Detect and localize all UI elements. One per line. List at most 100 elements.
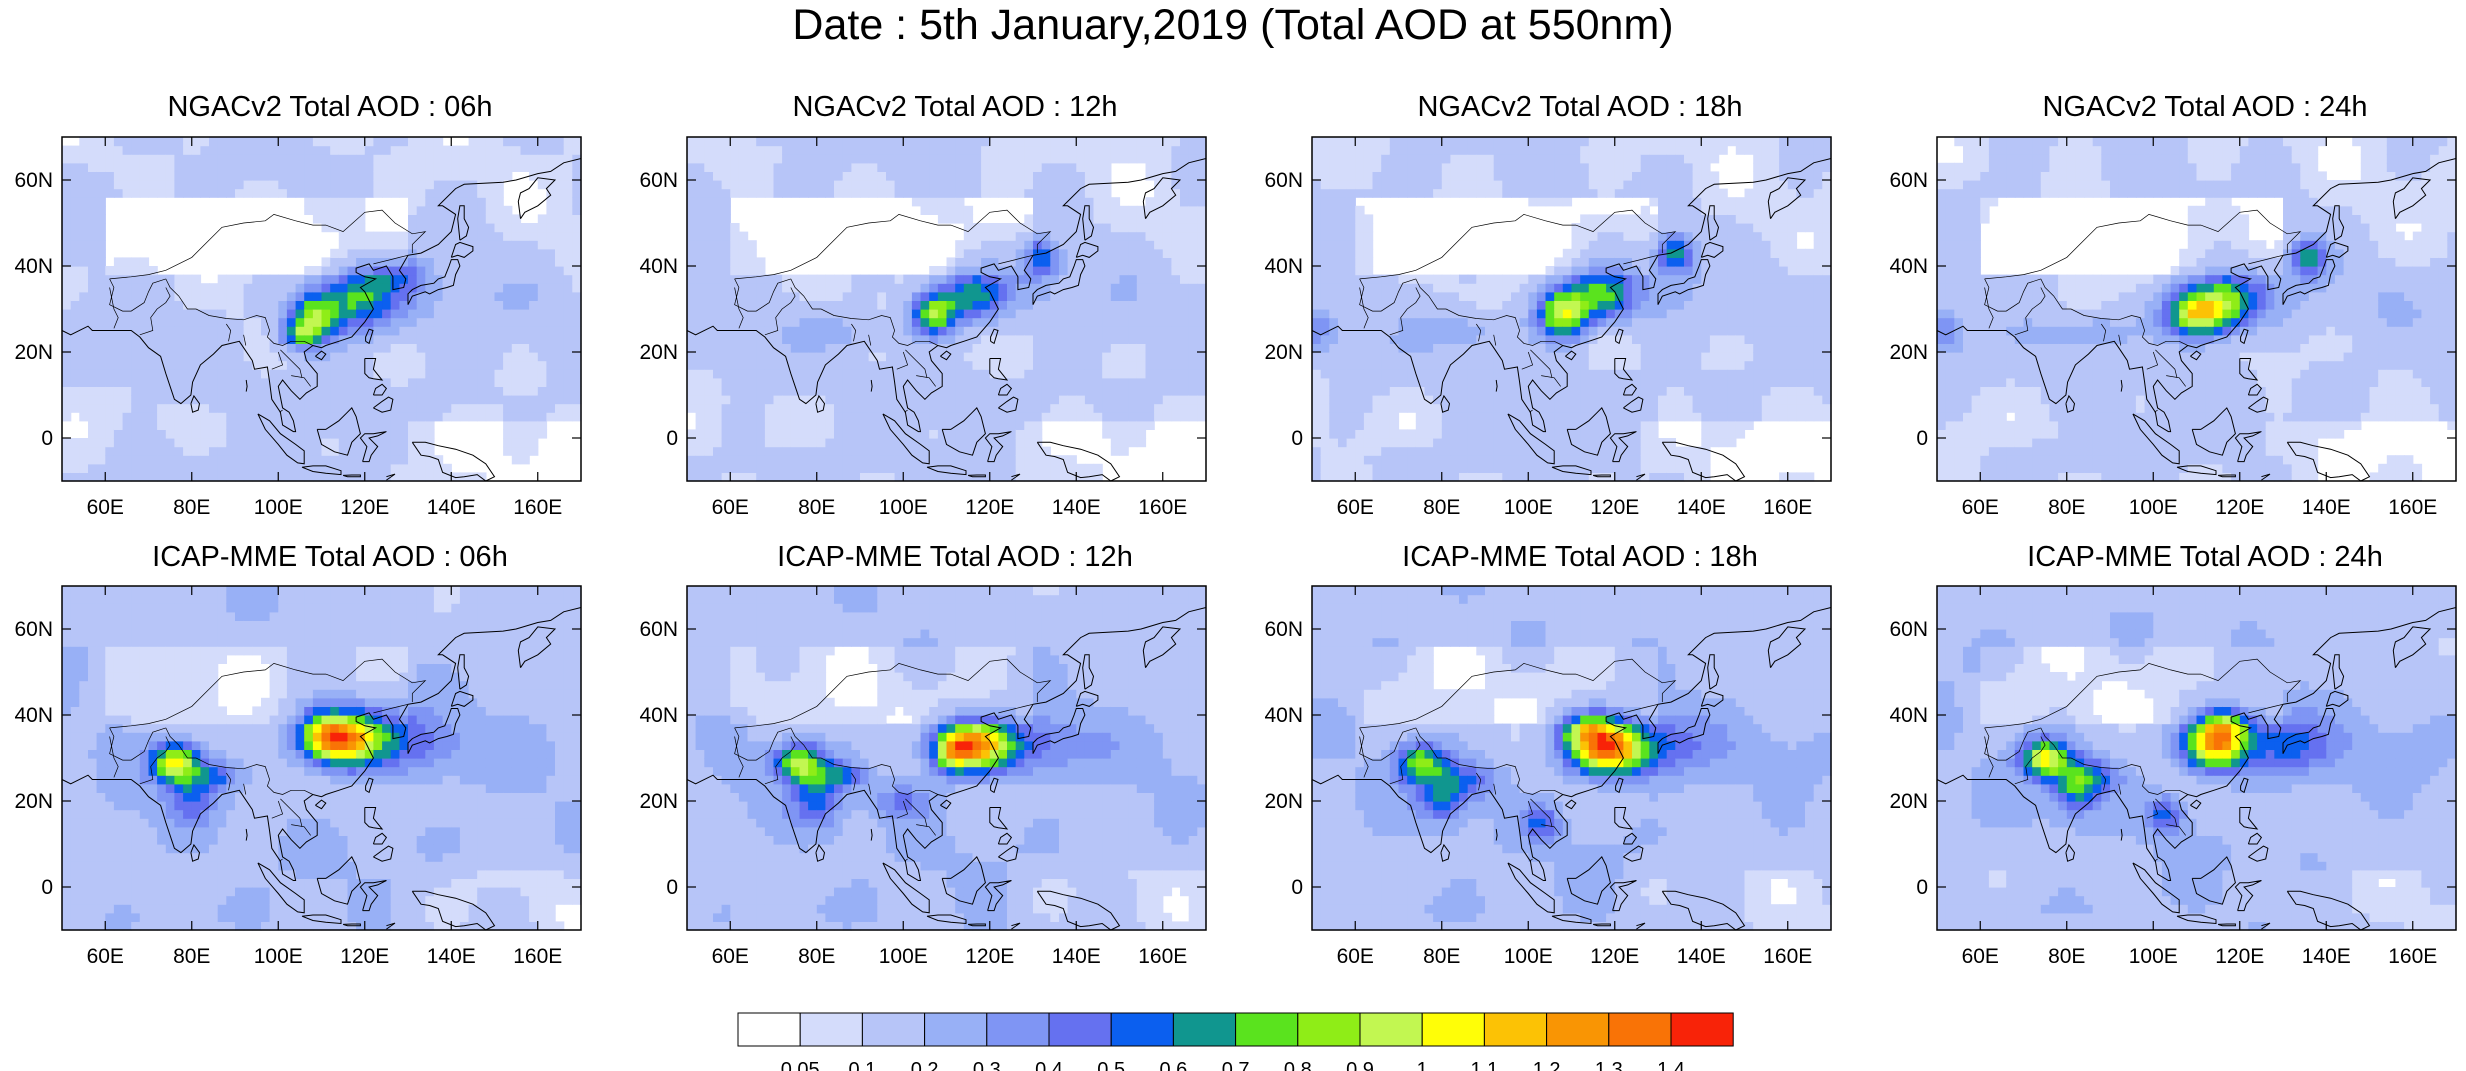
aod-cell xyxy=(696,266,705,275)
aod-cell xyxy=(1364,180,1373,189)
aod-cell xyxy=(730,438,739,447)
aod-cell xyxy=(296,292,305,301)
aod-cell xyxy=(1076,171,1085,180)
aod-cell xyxy=(235,163,244,172)
aod-cell xyxy=(739,455,748,464)
aod-cell xyxy=(486,154,495,163)
aod-cell xyxy=(348,214,357,223)
aod-cell xyxy=(1120,300,1129,309)
aod-cell xyxy=(391,318,400,327)
aod-cell xyxy=(1494,146,1503,155)
aod-cell xyxy=(1433,412,1442,421)
aod-cell xyxy=(529,438,538,447)
aod-cell xyxy=(834,421,843,430)
aod-cell xyxy=(1364,171,1373,180)
aod-cell xyxy=(955,171,964,180)
aod-cell xyxy=(1476,412,1485,421)
aod-cell xyxy=(399,163,408,172)
aod-cell xyxy=(157,361,166,370)
aod-cell xyxy=(990,369,999,378)
aod-cell xyxy=(1312,429,1321,438)
aod-cell xyxy=(451,309,460,318)
aod-cell xyxy=(730,361,739,370)
aod-cell xyxy=(696,464,705,473)
aod-cell xyxy=(860,309,869,318)
aod-cell xyxy=(696,180,705,189)
aod-cell xyxy=(1355,180,1364,189)
aod-cell xyxy=(1180,223,1189,232)
aod-cell xyxy=(114,429,123,438)
aod-cell xyxy=(765,137,774,146)
aod-cell xyxy=(825,171,834,180)
aod-cell xyxy=(183,335,192,344)
aod-cell xyxy=(1312,257,1321,266)
aod-cell xyxy=(1094,309,1103,318)
aod-cell xyxy=(748,240,757,249)
aod-cell xyxy=(183,472,192,481)
aod-cell xyxy=(843,137,852,146)
aod-cell xyxy=(877,343,886,352)
aod-cell xyxy=(947,412,956,421)
aod-cell xyxy=(555,154,564,163)
aod-cell xyxy=(1197,352,1206,361)
aod-cell xyxy=(1407,309,1416,318)
aod-cell xyxy=(1373,292,1382,301)
aod-cell xyxy=(97,361,106,370)
aod-cell xyxy=(1042,171,1051,180)
aod-cell xyxy=(1059,266,1068,275)
aod-cell xyxy=(140,343,149,352)
aod-cell xyxy=(704,455,713,464)
aod-cell xyxy=(166,163,175,172)
aod-cell xyxy=(88,206,97,215)
aod-cell xyxy=(1163,154,1172,163)
aod-cell xyxy=(981,171,990,180)
aod-cell xyxy=(1329,232,1338,241)
aod-cell xyxy=(88,275,97,284)
aod-cell xyxy=(1347,137,1356,146)
aod-cell xyxy=(105,386,114,395)
aod-cell xyxy=(1137,154,1146,163)
aod-cell xyxy=(521,300,530,309)
aod-cell xyxy=(503,352,512,361)
aod-cell xyxy=(503,240,512,249)
aod-cell xyxy=(860,300,869,309)
aod-cell xyxy=(1485,300,1494,309)
aod-cell xyxy=(417,412,426,421)
aod-cell xyxy=(1102,180,1111,189)
aod-cell xyxy=(443,369,452,378)
aod-cell xyxy=(877,335,886,344)
aod-cell xyxy=(79,163,88,172)
aod-cell xyxy=(1059,378,1068,387)
aod-cell xyxy=(1407,404,1416,413)
aod-cell xyxy=(1120,232,1129,241)
aod-cell xyxy=(981,369,990,378)
aod-cell xyxy=(486,266,495,275)
aod-cell xyxy=(157,146,166,155)
aod-cell xyxy=(529,378,538,387)
aod-cell xyxy=(218,429,227,438)
aod-cell xyxy=(1171,137,1180,146)
aod-cell xyxy=(408,352,417,361)
aod-cell xyxy=(1476,146,1485,155)
aod-cell xyxy=(157,318,166,327)
aod-cell xyxy=(1312,455,1321,464)
aod-cell xyxy=(886,386,895,395)
aod-cell xyxy=(730,447,739,456)
aod-cell xyxy=(851,369,860,378)
aod-cell xyxy=(339,326,348,335)
aod-cell xyxy=(1390,404,1399,413)
aod-cell xyxy=(834,189,843,198)
aod-cell xyxy=(296,326,305,335)
aod-cell xyxy=(1390,378,1399,387)
aod-cell xyxy=(1059,171,1068,180)
aod-cell xyxy=(235,180,244,189)
aod-cell xyxy=(512,429,521,438)
aod-cell xyxy=(252,464,261,473)
aod-cell xyxy=(722,240,731,249)
aod-cell xyxy=(1494,163,1503,172)
aod-cell xyxy=(244,189,253,198)
aod-cell xyxy=(964,421,973,430)
aod-cell xyxy=(71,455,80,464)
aod-cell xyxy=(1468,146,1477,155)
aod-cell xyxy=(270,326,279,335)
